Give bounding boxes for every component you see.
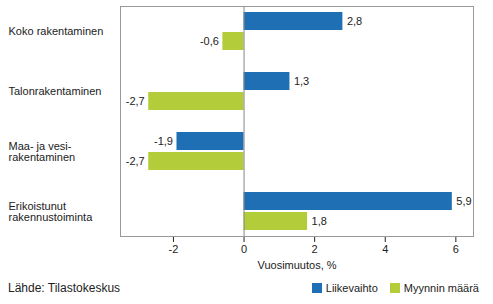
- html-text:Lähde: Tilastokeskus: Lähde: Tilastokeskus: [8, 281, 121, 295]
- svg-text:2,8: 2,8: [347, 15, 362, 27]
- svg-text:-0,6: -0,6: [200, 35, 219, 47]
- svg-text:2: 2: [312, 243, 318, 255]
- svg-text:6: 6: [453, 243, 459, 255]
- svg-text:5,9: 5,9: [456, 195, 471, 207]
- html-text:Myynnin määrä: Myynnin määrä: [403, 282, 479, 294]
- svg-text:Talonrakentaminen: Talonrakentaminen: [9, 85, 102, 97]
- svg-text:Vuosimuutos, %: Vuosimuutos, %: [257, 259, 336, 271]
- svg-text:-2: -2: [169, 243, 179, 255]
- svg-text:0: 0: [241, 243, 247, 255]
- svg-text:-2,7: -2,7: [126, 155, 145, 167]
- svg-text:Koko rakentaminen: Koko rakentaminen: [9, 25, 104, 37]
- svg-text:-2,7: -2,7: [126, 95, 145, 107]
- svg-text:1,8: 1,8: [312, 215, 327, 227]
- svg-text:Maa- ja vesi-rakentaminen: Maa- ja vesi-rakentaminen: [9, 140, 76, 163]
- svg-text:-1,9: -1,9: [154, 135, 173, 147]
- html-text:Liikevaihto: Liikevaihto: [325, 282, 378, 294]
- svg-text:Erikoistunutrakennustoiminta: Erikoistunutrakennustoiminta: [9, 200, 94, 223]
- svg-text:1,3: 1,3: [294, 75, 309, 87]
- svg-text:4: 4: [382, 243, 388, 255]
